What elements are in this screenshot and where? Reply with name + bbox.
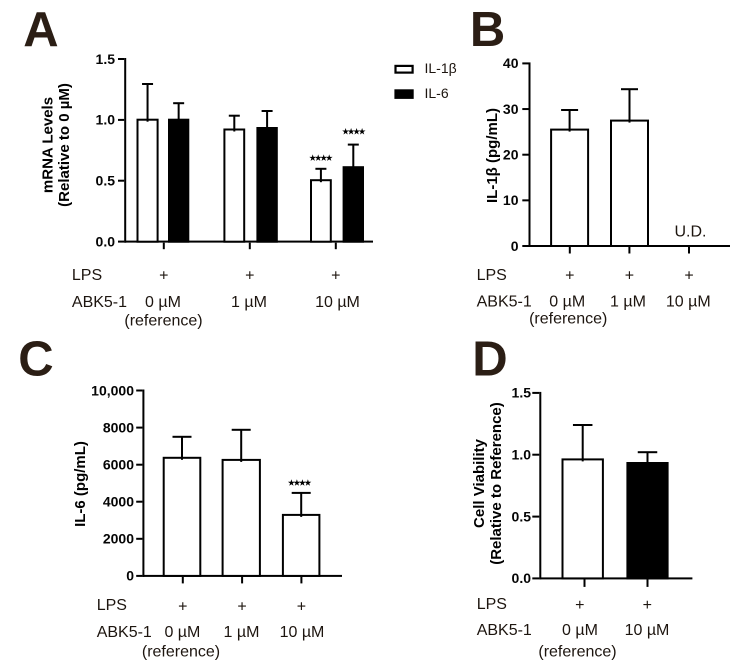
svg-text:(reference): (reference) — [538, 643, 616, 660]
svg-text:1.5: 1.5 — [96, 51, 116, 67]
svg-text:ABK5-1: ABK5-1 — [97, 624, 152, 641]
svg-text:0.5: 0.5 — [512, 508, 532, 524]
svg-text:LPS: LPS — [477, 267, 507, 284]
svg-text:0 µM: 0 µM — [145, 294, 181, 311]
svg-text:0.0: 0.0 — [96, 233, 116, 249]
svg-text:ABK5-1: ABK5-1 — [477, 622, 532, 639]
svg-text:40: 40 — [503, 55, 519, 71]
svg-text:+: + — [575, 597, 584, 614]
svg-text:B: B — [470, 3, 505, 57]
svg-text:+: + — [331, 268, 340, 285]
svg-text:0 µM: 0 µM — [562, 622, 598, 639]
svg-text:LPS: LPS — [72, 267, 102, 284]
svg-text:10 µM: 10 µM — [625, 622, 670, 639]
svg-text:+: + — [565, 268, 574, 285]
svg-text:10 µM: 10 µM — [315, 294, 360, 311]
svg-text:+: + — [625, 268, 634, 285]
svg-text:1.0: 1.0 — [512, 447, 532, 463]
svg-text:+: + — [245, 268, 254, 285]
svg-text:1 µM: 1 µM — [231, 294, 267, 311]
svg-text:ABK5-1: ABK5-1 — [477, 294, 532, 311]
svg-text:1.5: 1.5 — [512, 385, 532, 401]
svg-text:0 µM: 0 µM — [549, 294, 585, 311]
svg-text:1 µM: 1 µM — [224, 624, 260, 641]
svg-text:10 µM: 10 µM — [280, 624, 325, 641]
svg-text:10: 10 — [503, 192, 519, 208]
svg-text:IL-6 (pg/mL): IL-6 (pg/mL) — [72, 441, 89, 527]
svg-text:ABK5-1: ABK5-1 — [72, 294, 127, 311]
svg-text:+: + — [297, 598, 306, 615]
svg-text:0.0: 0.0 — [512, 570, 532, 586]
svg-text:LPS: LPS — [97, 597, 127, 614]
svg-text:IL-6: IL-6 — [425, 85, 449, 101]
svg-text:(Relative to Reference): (Relative to Reference) — [488, 402, 505, 565]
svg-text:0 µM: 0 µM — [164, 624, 200, 641]
svg-text:(Relative to 0 µM): (Relative to 0 µM) — [56, 83, 73, 207]
svg-text:LPS: LPS — [477, 596, 507, 613]
svg-text:2000: 2000 — [103, 531, 134, 547]
svg-text:1.0: 1.0 — [96, 112, 116, 128]
svg-text:C: C — [18, 333, 53, 387]
svg-text:A: A — [23, 3, 58, 57]
svg-text:U.D.: U.D. — [675, 224, 707, 241]
svg-text:0: 0 — [511, 238, 519, 254]
svg-text:8000: 8000 — [103, 419, 134, 435]
svg-text:0: 0 — [126, 568, 134, 584]
svg-text:(reference): (reference) — [124, 313, 202, 330]
svg-text:(reference): (reference) — [142, 643, 220, 660]
svg-text:+: + — [159, 268, 168, 285]
svg-text:6000: 6000 — [103, 457, 134, 473]
svg-text:(reference): (reference) — [529, 310, 607, 327]
svg-text:20: 20 — [503, 147, 519, 163]
svg-text:+: + — [237, 598, 246, 615]
svg-text:mRNA Levels: mRNA Levels — [40, 97, 57, 193]
svg-text:D: D — [472, 332, 507, 386]
svg-text:0.5: 0.5 — [96, 173, 116, 189]
svg-text:+: + — [643, 597, 652, 614]
svg-text:10 µM: 10 µM — [666, 294, 711, 311]
svg-text:IL-1β (pg/mL): IL-1β (pg/mL) — [484, 108, 501, 203]
svg-text:30: 30 — [503, 101, 519, 117]
svg-text:+: + — [178, 598, 187, 615]
svg-text:Cell Viability: Cell Viability — [471, 438, 488, 528]
svg-text:10,000: 10,000 — [91, 382, 134, 398]
svg-text:+: + — [684, 268, 693, 285]
svg-text:IL-1β: IL-1β — [425, 60, 457, 76]
svg-text:1 µM: 1 µM — [610, 294, 646, 311]
svg-text:4000: 4000 — [103, 494, 134, 510]
